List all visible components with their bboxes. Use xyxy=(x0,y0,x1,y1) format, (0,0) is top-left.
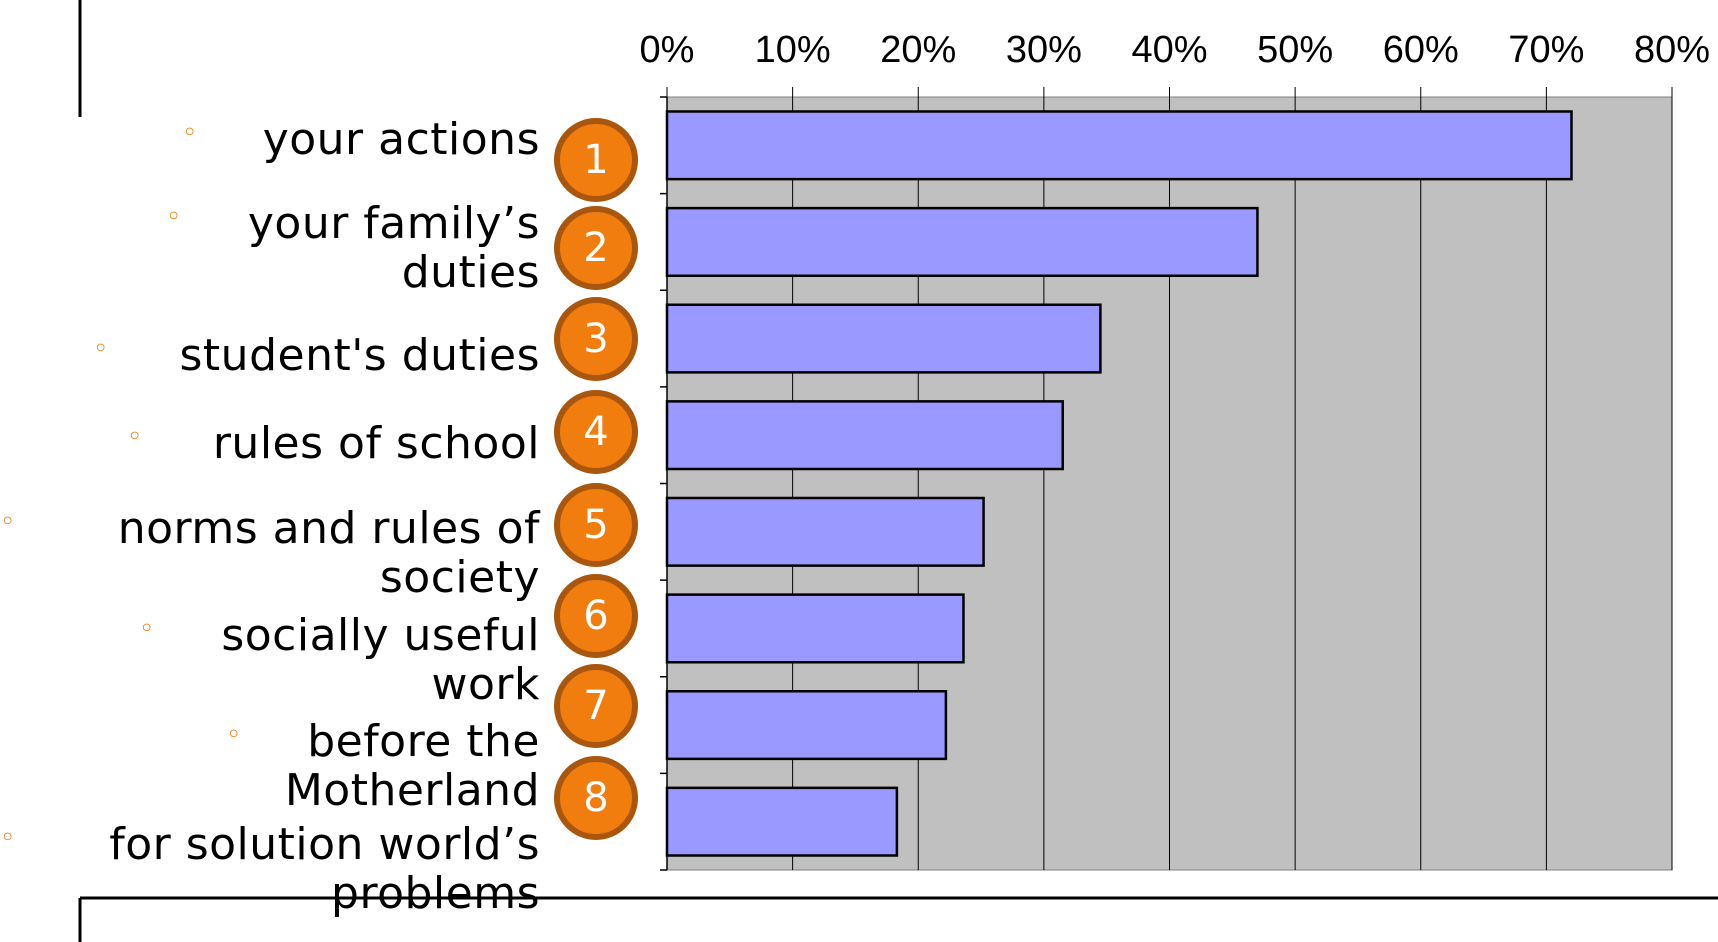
category-label: socially useful work xyxy=(221,610,540,710)
rank-badge: 8 xyxy=(554,756,638,840)
bar xyxy=(665,110,1573,181)
rank-badge: 4 xyxy=(554,390,638,474)
bar xyxy=(665,496,985,567)
x-axis-tick-labels: 0% 10% 20% 30% 40% 50% 60% 70% 80% xyxy=(640,29,1710,71)
list-bullet-icon: ◦ xyxy=(139,614,155,644)
rank-badge: 3 xyxy=(554,297,638,381)
bar xyxy=(665,786,899,857)
bar xyxy=(665,206,1259,278)
category-label: student's duties xyxy=(179,330,540,381)
rank-badge: 5 xyxy=(554,483,638,567)
category-label-list: your actions ◦ your family’s duties ◦ studen… xyxy=(0,0,540,942)
list-bullet-icon: ◦ xyxy=(0,823,16,853)
category-label: your family’s duties xyxy=(247,198,540,298)
x-tick-label: 20% xyxy=(880,29,956,71)
rank-badge: 7 xyxy=(554,664,638,748)
bar xyxy=(665,400,1064,471)
rank-badge: 6 xyxy=(554,574,638,658)
rank-badge: 2 xyxy=(554,206,638,290)
bar xyxy=(665,593,965,664)
x-tick-label: 70% xyxy=(1508,29,1584,71)
category-label: your actions xyxy=(262,114,540,165)
list-bullet-icon: ◦ xyxy=(226,720,242,750)
rank-badge: 1 xyxy=(554,118,638,202)
x-tick-label: 40% xyxy=(1131,29,1207,71)
bar xyxy=(665,689,948,761)
x-tick-label: 80% xyxy=(1634,29,1710,71)
x-tick-label: 30% xyxy=(1006,29,1082,71)
category-label: before the Motherland xyxy=(284,716,540,816)
list-bullet-icon: ◦ xyxy=(93,334,109,364)
category-label: rules of school xyxy=(212,418,540,469)
list-bullet-icon: ◦ xyxy=(166,202,182,232)
bar xyxy=(665,303,1102,374)
category-label: norms and rules of society xyxy=(117,503,540,603)
bars xyxy=(665,110,1573,857)
x-tick-label: 0% xyxy=(640,29,695,71)
list-bullet-icon: ◦ xyxy=(182,118,198,148)
x-tick-label: 50% xyxy=(1257,29,1333,71)
category-label: for solution world’s problems xyxy=(109,819,540,919)
list-bullet-icon: ◦ xyxy=(0,507,16,537)
list-bullet-icon: ◦ xyxy=(127,422,143,452)
x-tick-label: 60% xyxy=(1383,29,1459,71)
x-tick-label: 10% xyxy=(755,29,831,71)
